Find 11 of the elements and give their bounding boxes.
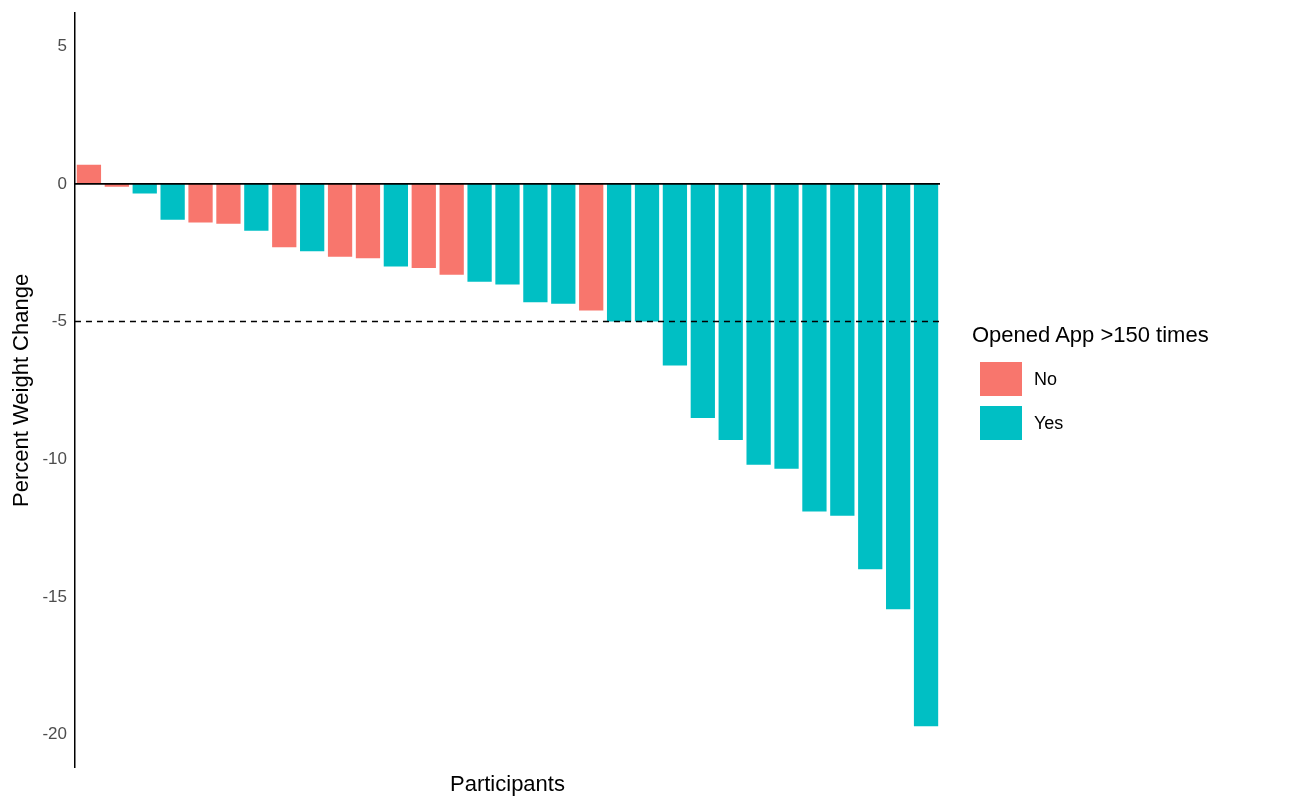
legend-label: No bbox=[1034, 368, 1058, 390]
y-tick-label: 5 bbox=[57, 35, 67, 55]
y-tick-label: -5 bbox=[51, 311, 67, 331]
legend-label: Yes bbox=[1034, 412, 1064, 434]
y-tick-label: -15 bbox=[42, 586, 67, 606]
y-axis-title: Percent Weight Change bbox=[8, 273, 34, 507]
y-tick-label: -20 bbox=[42, 724, 67, 744]
y-tick-label: -10 bbox=[42, 448, 67, 468]
legend-title: Opened App >150 times bbox=[972, 322, 1209, 348]
x-axis-title: Participants bbox=[450, 770, 565, 796]
y-tick-label: 0 bbox=[57, 173, 67, 193]
